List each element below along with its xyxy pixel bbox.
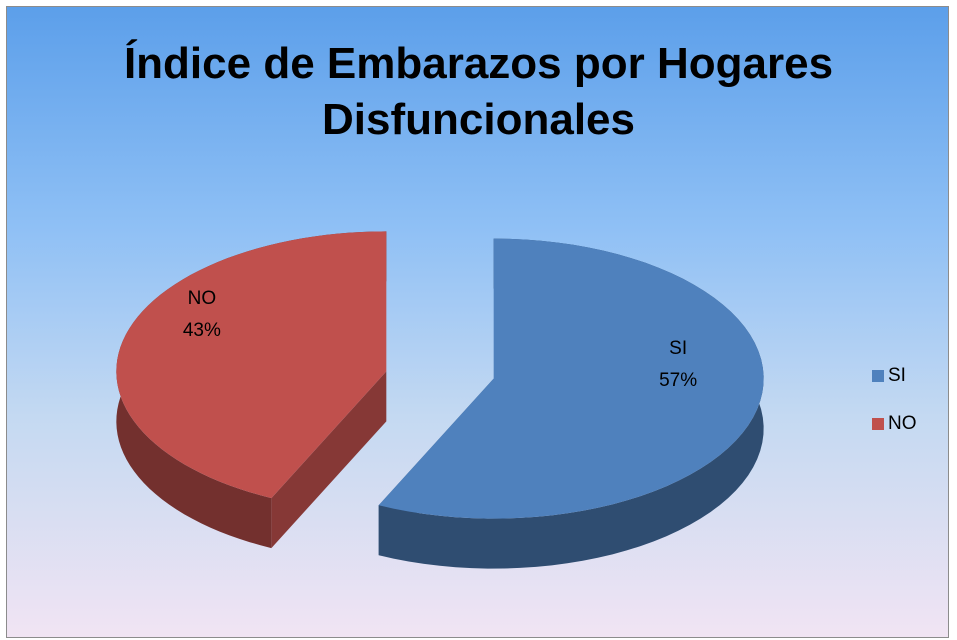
slice (378, 238, 764, 519)
chart-title: Índice de Embarazos por Hogares Disfunci… (123, 39, 834, 144)
data-label: 57% (659, 370, 697, 391)
data-label-category: NO (188, 288, 217, 309)
slice-side (271, 371, 387, 549)
slice (116, 231, 387, 499)
legend-label: NO (888, 413, 917, 434)
legend-swatch (872, 418, 884, 430)
legend-label: SI (888, 365, 906, 386)
legend-swatch (872, 370, 884, 382)
data-label: 43% (183, 320, 221, 341)
data-label-category: SI (669, 338, 687, 359)
